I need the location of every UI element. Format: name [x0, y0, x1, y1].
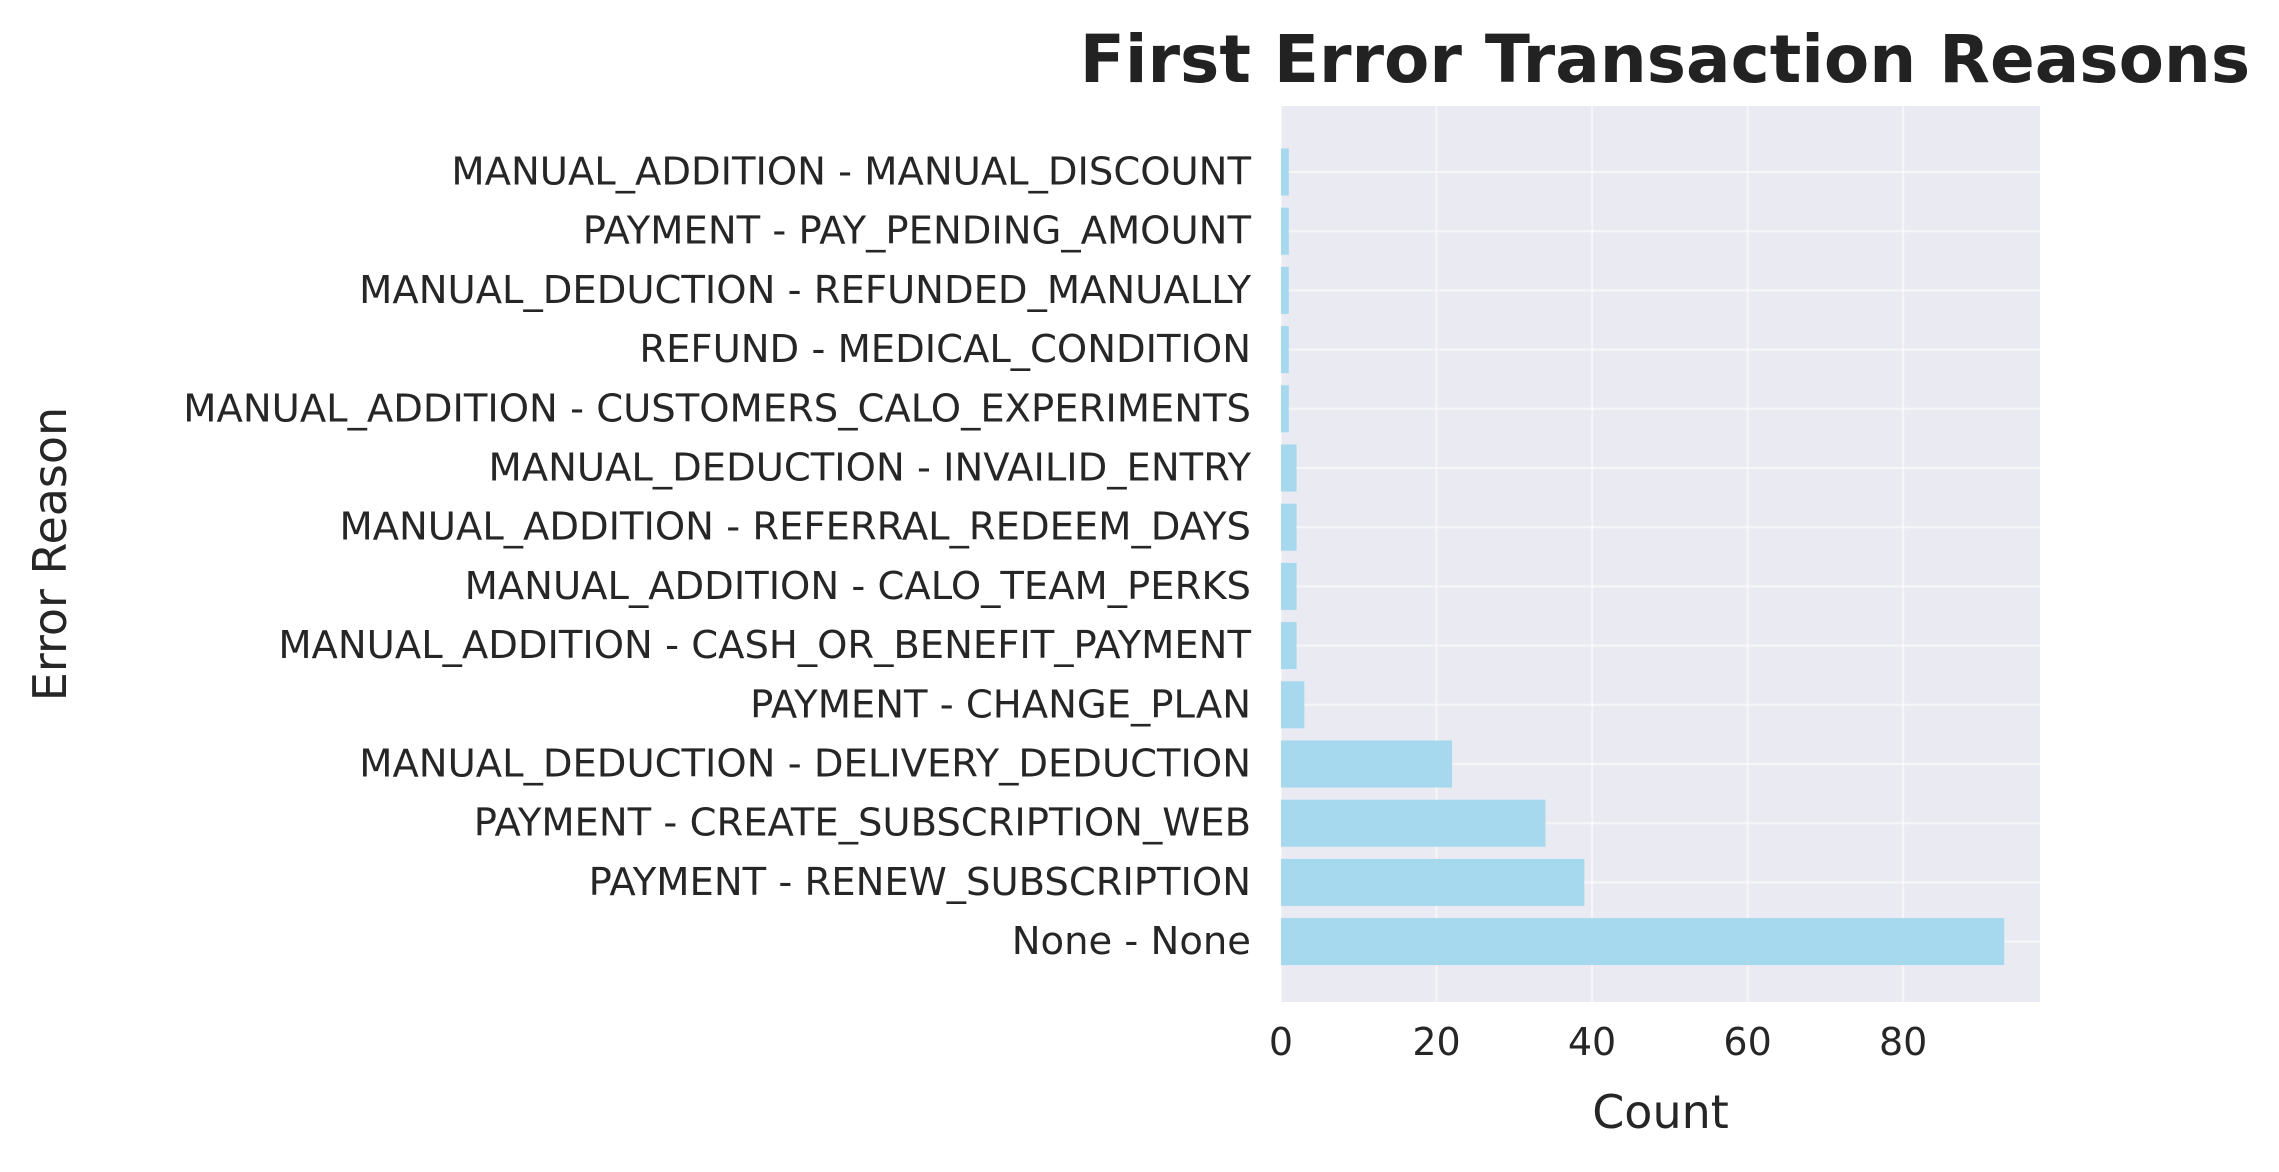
category-label: MANUAL_ADDITION - CUSTOMERS_CALO_EXPERIM…	[183, 386, 1251, 431]
category-label: MANUAL_ADDITION - CALO_TEAM_PERKS	[465, 564, 1251, 609]
bar	[1281, 622, 1297, 670]
category-label: PAYMENT - PAY_PENDING_AMOUNT	[583, 209, 1252, 254]
category-label: PAYMENT - CREATE_SUBSCRIPTION_WEB	[474, 801, 1251, 846]
bar	[1281, 266, 1289, 314]
x-tick-label: 60	[1723, 1020, 1771, 1064]
bar	[1281, 326, 1289, 374]
category-label: MANUAL_ADDITION - REFERRAL_REDEEM_DAYS	[339, 505, 1251, 550]
category-label: MANUAL_DEDUCTION - DELIVERY_DEDUCTION	[359, 742, 1251, 787]
bars	[1281, 148, 2005, 966]
y-axis-label: Error Reason	[23, 407, 77, 701]
plot-area	[1281, 106, 2040, 1002]
category-labels: MANUAL_ADDITION - MANUAL_DISCOUNT PAYMENT…	[183, 150, 1251, 965]
bar	[1281, 858, 1585, 906]
bar	[1281, 385, 1289, 433]
bar	[1281, 799, 1546, 847]
category-label: MANUAL_ADDITION - CASH_OR_BENEFIT_PAYMEN…	[278, 623, 1251, 668]
bar	[1281, 207, 1289, 255]
bar	[1281, 918, 2005, 966]
bar	[1281, 503, 1297, 551]
category-label: PAYMENT - RENEW_SUBSCRIPTION	[589, 860, 1251, 905]
x-tick-labels: 0 20 40 60 80	[1269, 1020, 1927, 1064]
category-label: MANUAL_DEDUCTION - INVAILID_ENTRY	[489, 446, 1252, 491]
category-label: PAYMENT - CHANGE_PLAN	[750, 682, 1251, 727]
bar	[1281, 562, 1297, 610]
x-tick-label: 40	[1568, 1020, 1616, 1064]
chart-title: First Error Transaction Reasons	[1080, 21, 2250, 98]
bar	[1281, 681, 1305, 729]
category-label: MANUAL_DEDUCTION - REFUNDED_MANUALLY	[359, 268, 1251, 313]
bar	[1281, 740, 1453, 788]
category-label: MANUAL_ADDITION - MANUAL_DISCOUNT	[451, 150, 1251, 195]
x-tick-label: 80	[1879, 1020, 1927, 1064]
x-tick-label: 0	[1269, 1020, 1293, 1064]
bar	[1281, 148, 1289, 196]
category-label: None - None	[1012, 919, 1251, 964]
x-tick-label: 20	[1412, 1020, 1460, 1064]
bar	[1281, 444, 1297, 492]
category-label: REFUND - MEDICAL_CONDITION	[639, 327, 1251, 372]
x-axis-label: Count	[1592, 1085, 1729, 1139]
